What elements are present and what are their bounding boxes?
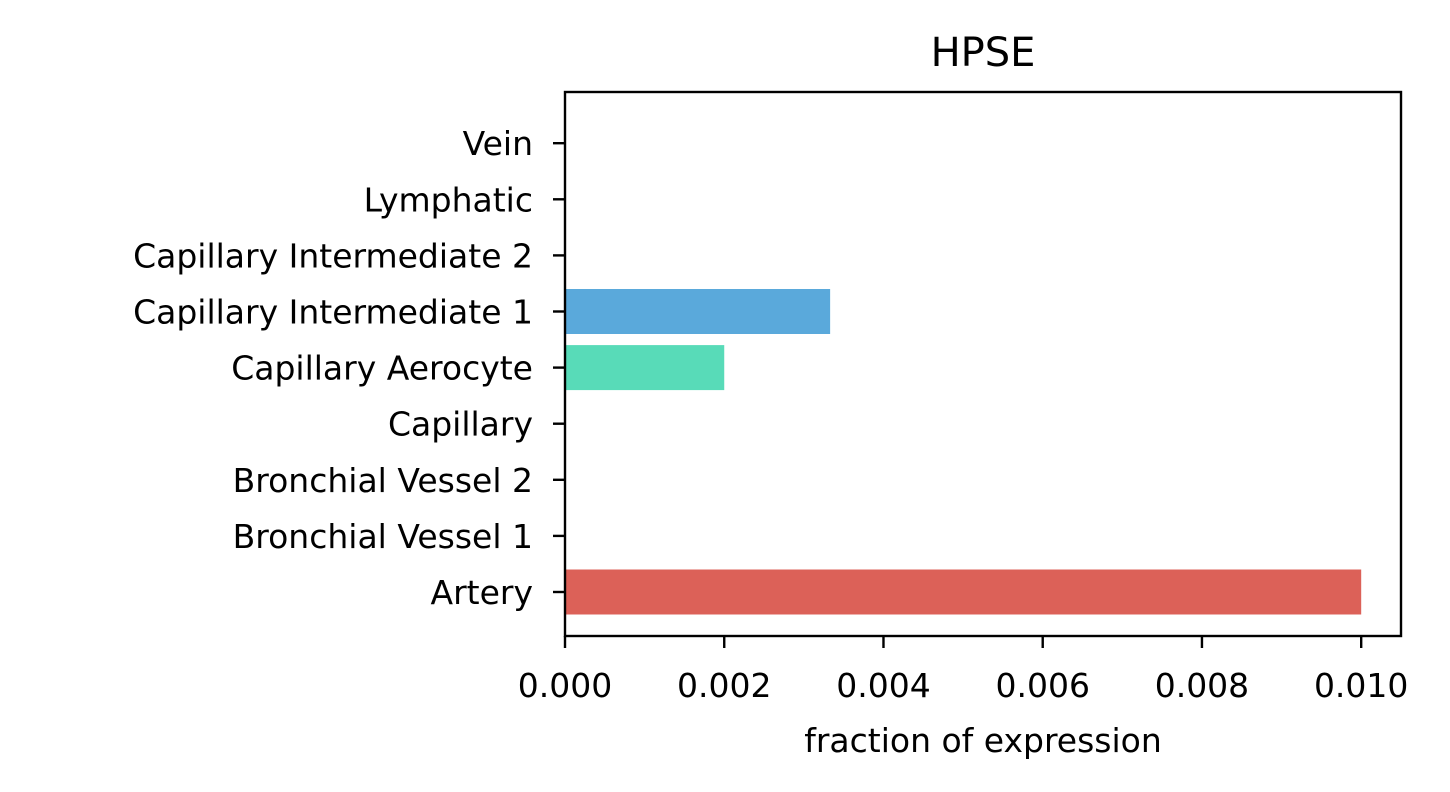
bar-artery <box>565 569 1362 615</box>
bar-capillary-aerocyte <box>565 345 725 391</box>
x-tick-label: 0.002 <box>677 666 771 705</box>
x-tick-label: 0.000 <box>518 666 612 705</box>
y-tick-label: Bronchial Vessel 2 <box>233 461 533 500</box>
bars-layer <box>565 289 1362 615</box>
x-axis: 0.000 0.002 0.004 0.006 0.008 0.010 <box>518 636 1408 705</box>
y-tick-label: Vein <box>463 124 533 163</box>
x-tick-label: 0.004 <box>836 666 930 705</box>
y-tick-label: Bronchial Vessel 1 <box>233 517 533 556</box>
y-axis: Artery Bronchial Vessel 1 Bronchial Vessel… <box>133 124 565 612</box>
y-tick-label: Capillary Intermediate 1 <box>133 293 533 332</box>
bar-capillary-intermediate-1 <box>565 289 831 334</box>
y-tick-label: Capillary Intermediate 2 <box>133 236 533 275</box>
x-tick-label: 0.010 <box>1314 666 1408 705</box>
x-axis-label: fraction of expression <box>804 721 1162 760</box>
y-tick-label: Capillary <box>388 405 533 444</box>
y-tick-label: Artery <box>431 573 533 612</box>
x-tick-label: 0.008 <box>1155 666 1249 705</box>
chart-title: HPSE <box>931 30 1036 76</box>
y-tick-label: Lymphatic <box>364 180 533 219</box>
x-tick-label: 0.006 <box>995 666 1089 705</box>
plot-frame <box>563 90 1403 638</box>
y-tick-label: Capillary Aerocyte <box>231 349 533 388</box>
